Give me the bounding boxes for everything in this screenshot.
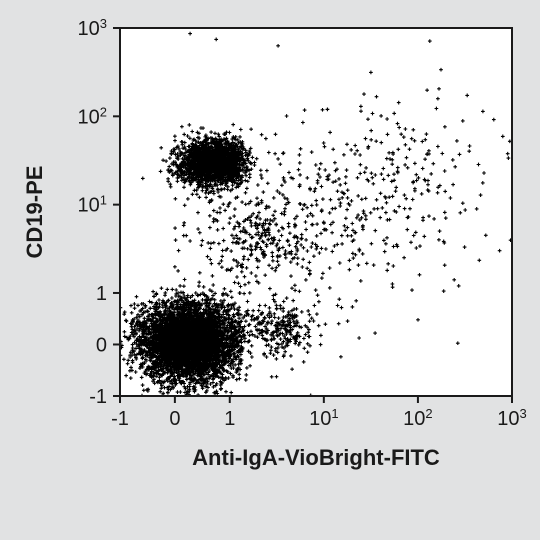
svg-text:0: 0 (96, 334, 107, 356)
svg-text:0: 0 (169, 408, 180, 430)
y-axis-label: CD19-PE (22, 166, 47, 259)
flow-cytometry-scatter: -101101102103-101101102103CD19-PEAnti-Ig… (0, 0, 540, 540)
svg-text:1: 1 (224, 408, 235, 430)
chart-svg: -101101102103-101101102103CD19-PEAnti-Ig… (0, 0, 540, 540)
svg-text:1: 1 (96, 283, 107, 305)
svg-text:-1: -1 (111, 408, 129, 430)
svg-text:-1: -1 (89, 386, 107, 408)
x-axis-label: Anti-IgA-VioBright-FITC (192, 445, 440, 470)
